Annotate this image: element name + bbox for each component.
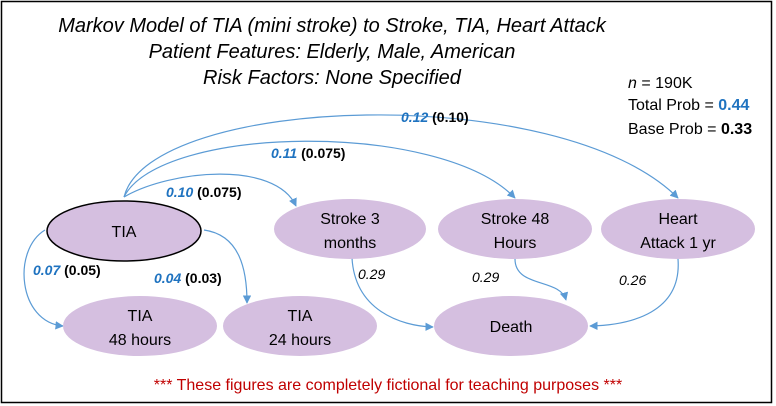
- node-label: Death: [490, 319, 533, 336]
- node-label: Hours: [494, 235, 537, 252]
- node-label: months: [324, 235, 376, 252]
- node-tia: TIA: [46, 200, 202, 262]
- node-stroke-48-hours: Stroke 48 Hours: [438, 199, 592, 259]
- edge-stroke48-death: [514, 258, 569, 301]
- node-label: Stroke 3: [320, 211, 380, 228]
- edge-tia-heart: [123, 114, 679, 199]
- title-block: Markov Model of TIA (mini stroke) to Str…: [58, 15, 607, 89]
- node-heart-attack: Heart Attack 1 yr: [601, 199, 755, 259]
- label-heart-death: 0.26: [619, 272, 646, 288]
- edge-tia-stroke3: [123, 173, 297, 207]
- title-line-3: Risk Factors: None Specified: [203, 67, 462, 89]
- edge-tia-tia48: [23, 229, 64, 330]
- node-tia-24-hours: TIA 24 hours: [223, 296, 377, 356]
- title-line-2: Patient Features: Elderly, Male, America…: [149, 41, 516, 63]
- edge-tia-tia24: [203, 229, 252, 304]
- node-label: Heart: [658, 211, 698, 228]
- node-label: Attack 1 yr: [640, 235, 716, 252]
- disclaimer-footer: *** These figures are completely fiction…: [154, 377, 622, 394]
- node-death: Death: [434, 296, 588, 356]
- base-prob-stat: Base Prob = 0.33: [628, 121, 752, 138]
- node-label: TIA: [112, 224, 137, 241]
- node-tia-48-hours: TIA 48 hours: [63, 296, 217, 356]
- node-label: TIA: [128, 308, 153, 325]
- edge-stroke3-death: [351, 257, 434, 331]
- node-label: 48 hours: [109, 332, 171, 349]
- label-tia-heart: 0.12 (0.10): [401, 109, 469, 125]
- title-line-1: Markov Model of TIA (mini stroke) to Str…: [58, 15, 607, 37]
- total-prob-stat: Total Prob = 0.44: [628, 97, 750, 114]
- label-tia-stroke48: 0.11 (0.075): [271, 145, 345, 161]
- edge-heart-death: [589, 258, 679, 331]
- node-label: Stroke 48: [481, 211, 550, 228]
- n-stat: n = 190K: [628, 75, 693, 92]
- edge-labels: 0.12 (0.10) 0.11 (0.075) 0.10 (0.075) 0.…: [33, 109, 646, 288]
- node-label: 24 hours: [269, 332, 331, 349]
- label-tia-stroke3: 0.10 (0.075): [166, 184, 242, 200]
- label-stroke3-death: 0.29: [358, 266, 385, 282]
- edge-tia-stroke48: [123, 140, 516, 199]
- node-stroke-3-months: Stroke 3 months: [274, 199, 426, 259]
- node-label: TIA: [288, 308, 313, 325]
- label-tia-tia24: 0.04 (0.03): [154, 270, 222, 286]
- edges: [23, 114, 679, 331]
- label-stroke48-death: 0.29: [472, 269, 499, 285]
- stats-block: n = 190K Total Prob = 0.44 Base Prob = 0…: [628, 75, 752, 138]
- label-tia-tia48: 0.07 (0.05): [33, 262, 101, 278]
